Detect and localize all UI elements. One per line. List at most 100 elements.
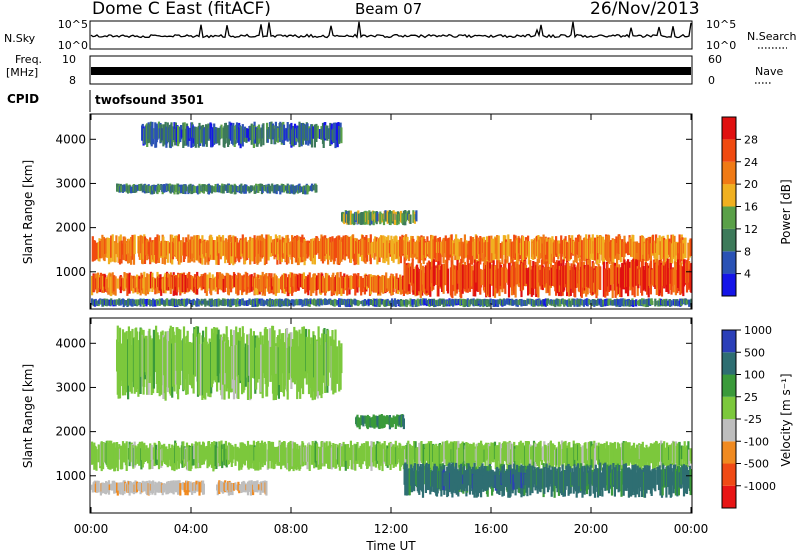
- velocity-cell: [421, 463, 425, 498]
- power-colorbar-swatch: [722, 228, 736, 252]
- power-cell: [501, 241, 504, 264]
- velocity-cell: [129, 444, 132, 463]
- power-cell: [322, 277, 325, 293]
- power-cell: [217, 241, 220, 265]
- velocity-cell: [485, 442, 488, 461]
- velocity-cell: [678, 441, 681, 466]
- power-cell: [110, 298, 113, 306]
- velocity-cell: [218, 339, 221, 374]
- power-cell: [424, 242, 427, 258]
- power-cell: [413, 268, 416, 284]
- power-cell: [558, 243, 561, 254]
- power-colorbar-swatch: [722, 206, 736, 229]
- power-cell: [508, 262, 511, 288]
- power-cell: [624, 243, 627, 254]
- power-cell: [550, 267, 553, 286]
- power-cell: [357, 273, 360, 288]
- velocity-cell: [683, 467, 686, 494]
- power-cell: [492, 238, 495, 265]
- power-ytick-label: 1000: [55, 265, 86, 279]
- power-cell: [471, 265, 474, 287]
- power-cell: [185, 298, 189, 305]
- velocity-cell: [276, 446, 279, 466]
- power-cell: [188, 271, 191, 292]
- power-cell: [185, 185, 188, 192]
- power-cell: [604, 268, 607, 298]
- power-colorbar-swatch: [722, 251, 736, 274]
- power-cell: [533, 300, 536, 307]
- power-cell: [146, 298, 149, 304]
- velocity-cell: [383, 415, 386, 428]
- power-cell: [199, 300, 202, 305]
- power-cell: [452, 243, 455, 255]
- power-cell: [254, 239, 257, 257]
- nsearch-label: N.Search: [747, 30, 797, 43]
- velocity-cell: [401, 445, 404, 466]
- power-cell: [351, 213, 354, 225]
- power-cell: [148, 185, 151, 193]
- velocity-cell: [175, 449, 178, 470]
- power-cell: [689, 238, 692, 256]
- power-cell: [316, 275, 319, 290]
- power-cell: [167, 183, 170, 192]
- power-cell: [241, 275, 244, 293]
- power-cell: [246, 128, 249, 138]
- power-cell: [353, 243, 356, 266]
- power-cell: [201, 300, 204, 304]
- power-cell: [193, 185, 196, 193]
- velocity-cell: [418, 442, 421, 468]
- power-cell: [237, 186, 240, 191]
- power-ylabel: Slant Range [km]: [21, 160, 35, 264]
- power-cell: [644, 262, 647, 292]
- velocity-cell: [415, 447, 418, 471]
- power-cell: [261, 186, 264, 193]
- power-cell: [211, 186, 214, 192]
- velocity-cell: [232, 330, 236, 400]
- velocity-cell: [648, 446, 651, 469]
- velocity-cell: [690, 448, 693, 464]
- velocity-cell: [552, 443, 555, 471]
- velocity-cell: [194, 441, 197, 469]
- power-cell: [327, 237, 330, 260]
- power-cell: [270, 121, 273, 145]
- power-cell: [210, 237, 214, 260]
- power-cell: [396, 241, 399, 259]
- power-cell: [416, 267, 419, 291]
- power-cell: [216, 128, 219, 144]
- velocity-cell: [669, 444, 672, 462]
- power-cell: [346, 276, 350, 288]
- velocity-cell: [228, 347, 231, 387]
- velocity-cell: [670, 468, 673, 497]
- power-cell: [158, 298, 161, 306]
- power-cell: [517, 299, 520, 305]
- velocity-cell: [280, 333, 283, 374]
- power-cell: [357, 213, 361, 224]
- power-cell: [136, 184, 139, 191]
- power-cell: [543, 299, 546, 306]
- power-cell: [282, 185, 286, 193]
- power-cell: [380, 235, 383, 257]
- power-cell: [316, 125, 319, 139]
- velocity-cell: [448, 443, 451, 466]
- power-cell: [408, 263, 411, 285]
- velocity-cell: [234, 443, 237, 466]
- power-colorbar-tick-label: 24: [744, 156, 758, 169]
- velocity-cell: [282, 342, 286, 397]
- power-cell: [162, 124, 165, 147]
- velocity-cell: [606, 464, 609, 491]
- power-cell: [389, 213, 392, 226]
- power-cell: [455, 234, 458, 256]
- power-cell: [360, 276, 363, 296]
- power-cell: [499, 243, 502, 259]
- power-cell: [275, 276, 278, 294]
- power-cell: [447, 237, 450, 261]
- velocity-cell: [363, 443, 366, 462]
- power-cell: [670, 269, 673, 295]
- power-cell: [582, 299, 586, 307]
- power-cell: [114, 276, 117, 296]
- velocity-colorbar-tick-label: -1000: [744, 480, 776, 493]
- date-label: 26/Nov/2013: [590, 0, 700, 19]
- power-cell: [422, 267, 425, 293]
- velocity-cell: [232, 446, 235, 460]
